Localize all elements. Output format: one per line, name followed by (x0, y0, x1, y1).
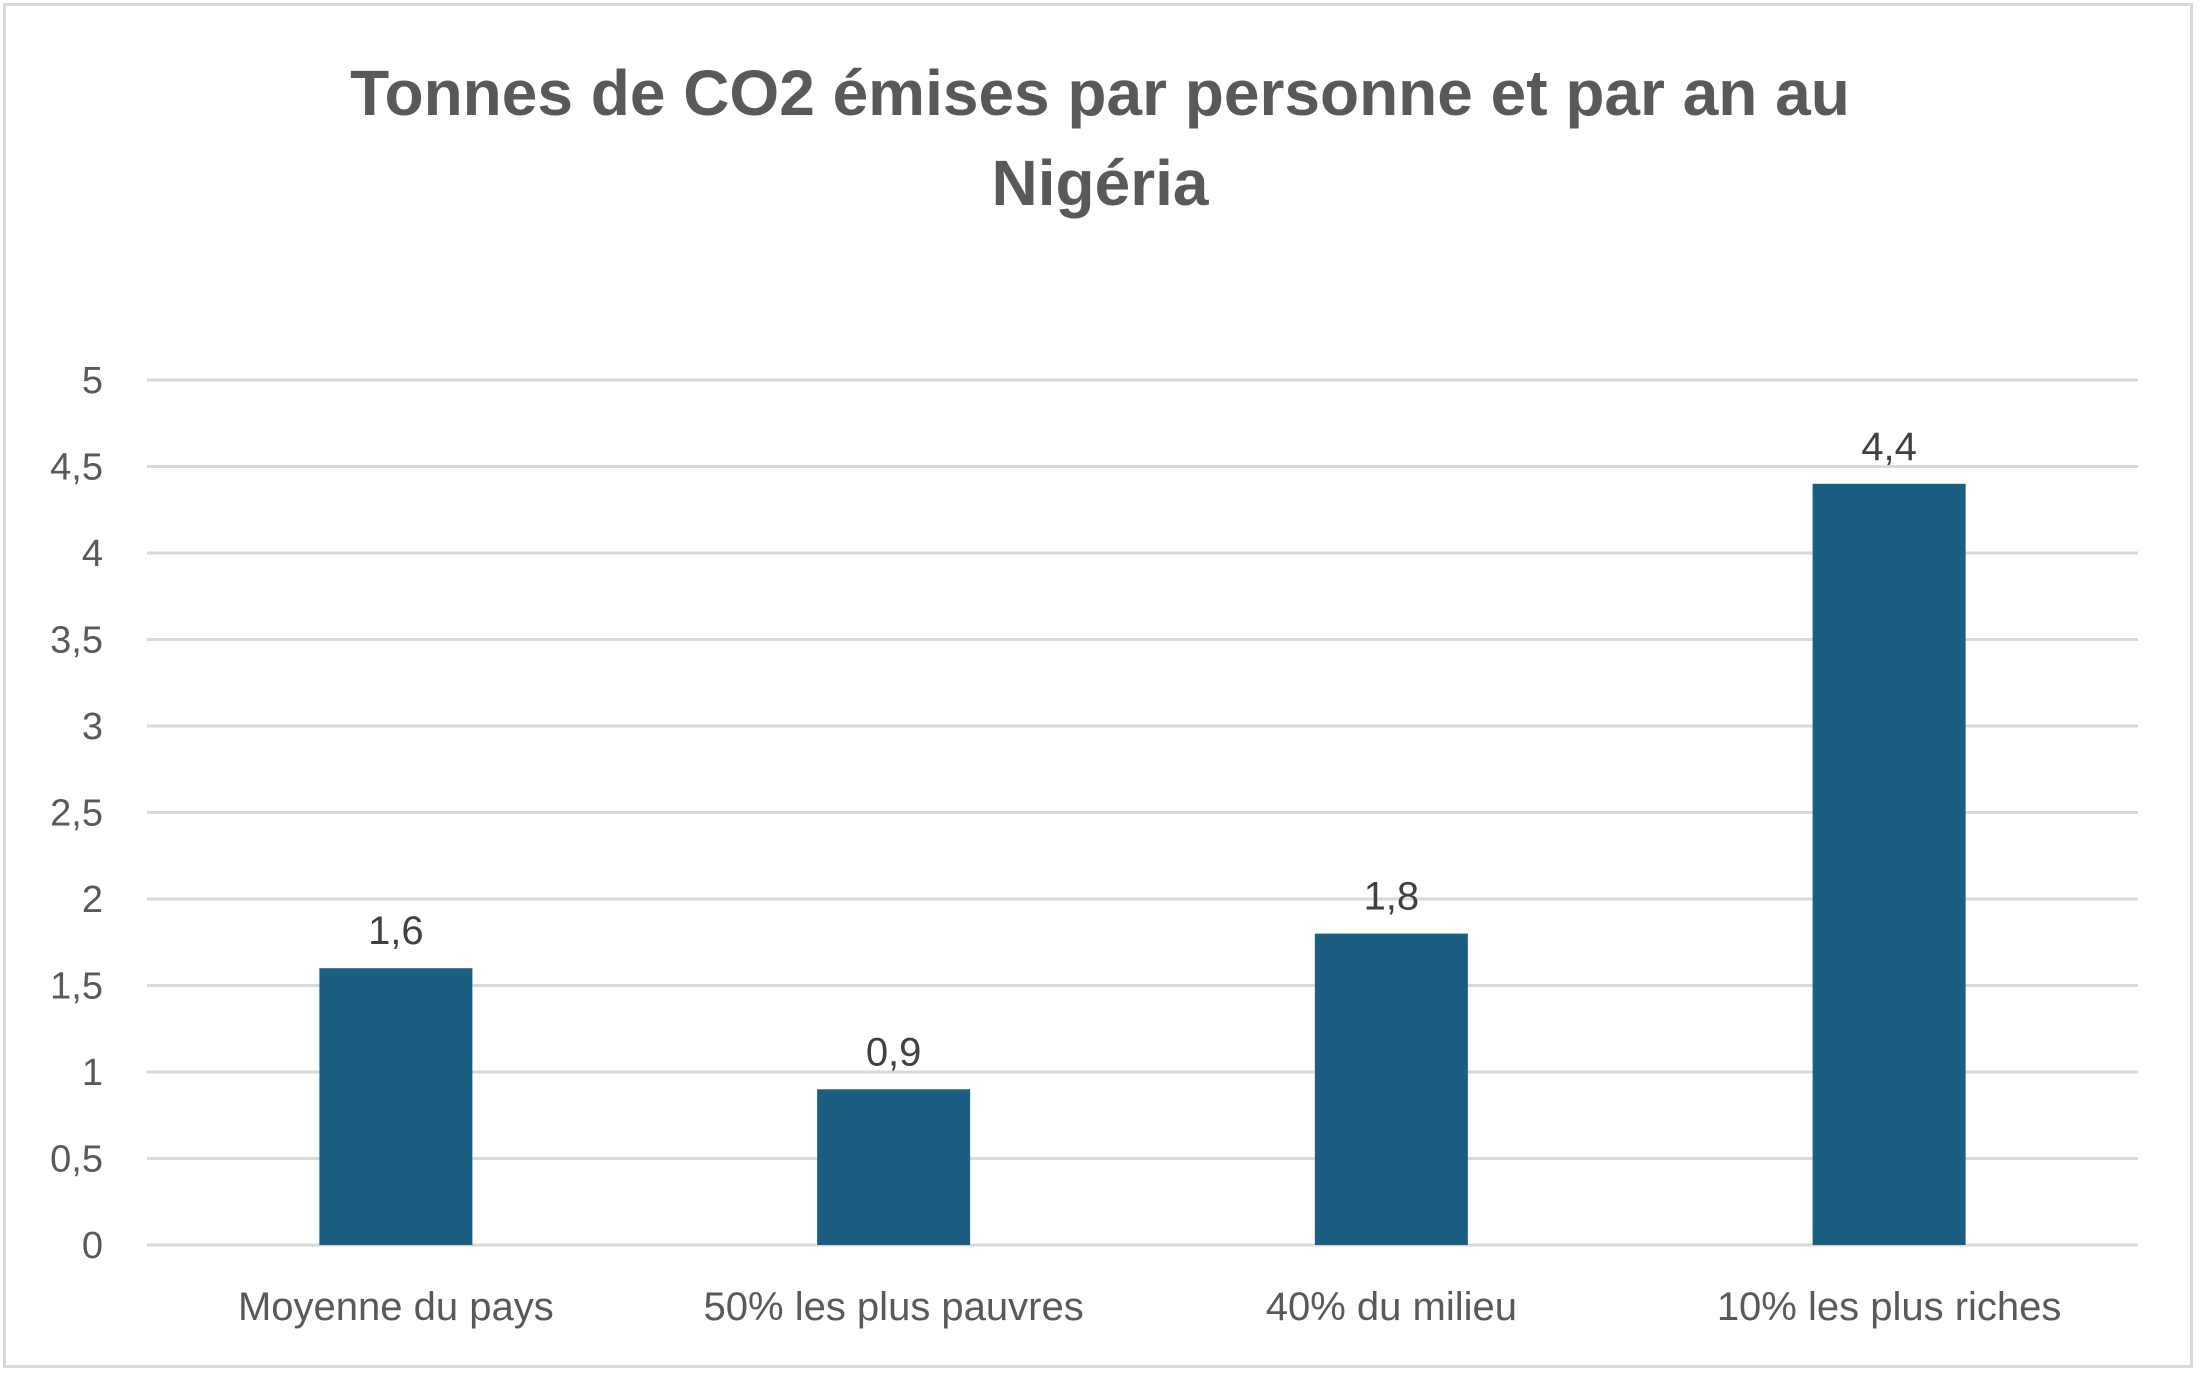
data-label: 1,8 (1364, 875, 1420, 919)
bars (319, 483, 1966, 1245)
bar (1812, 483, 1966, 1245)
y-tick-label: 2 (82, 879, 103, 921)
data-labels: 1,6 0,9 1,8 4,4 (368, 425, 1917, 1075)
y-tick-label: 3,5 (50, 620, 103, 662)
chart-title-line-1: Tonnes de CO2 émises par personne et par… (350, 57, 1850, 129)
data-label: 4,4 (1861, 425, 1917, 469)
category-label: 40% du milieu (1266, 1285, 1517, 1329)
category-label: Moyenne du pays (238, 1285, 554, 1329)
y-tick-label: 1,5 (50, 966, 103, 1008)
bar (319, 968, 473, 1245)
category-label: 50% les plus pauvres (704, 1285, 1084, 1329)
y-tick-label: 0,5 (50, 1139, 103, 1181)
y-tick-label: 0 (82, 1225, 103, 1267)
gridlines (147, 378, 2138, 1247)
y-tick-label: 5 (82, 360, 103, 402)
chart-title-line-2: Nigéria (991, 147, 1209, 219)
y-tick-label: 2,5 (50, 793, 103, 835)
y-axis-tick-labels: 0 0,5 1 1,5 2 2,5 3 3,5 4 4,5 5 (50, 360, 103, 1267)
data-label: 1,6 (368, 909, 424, 953)
y-tick-label: 3 (82, 706, 103, 748)
data-label: 0,9 (866, 1030, 922, 1074)
bar (817, 1089, 971, 1245)
category-label: 10% les plus riches (1717, 1285, 2062, 1329)
y-tick-label: 4 (82, 533, 103, 575)
x-axis-category-labels: Moyenne du pays 50% les plus pauvres 40% d… (238, 1285, 2061, 1329)
bar (1314, 933, 1468, 1245)
y-tick-label: 1 (82, 1052, 103, 1094)
y-tick-label: 4,5 (50, 447, 103, 489)
chart-title: Tonnes de CO2 émises par personne et par… (0, 48, 2200, 228)
